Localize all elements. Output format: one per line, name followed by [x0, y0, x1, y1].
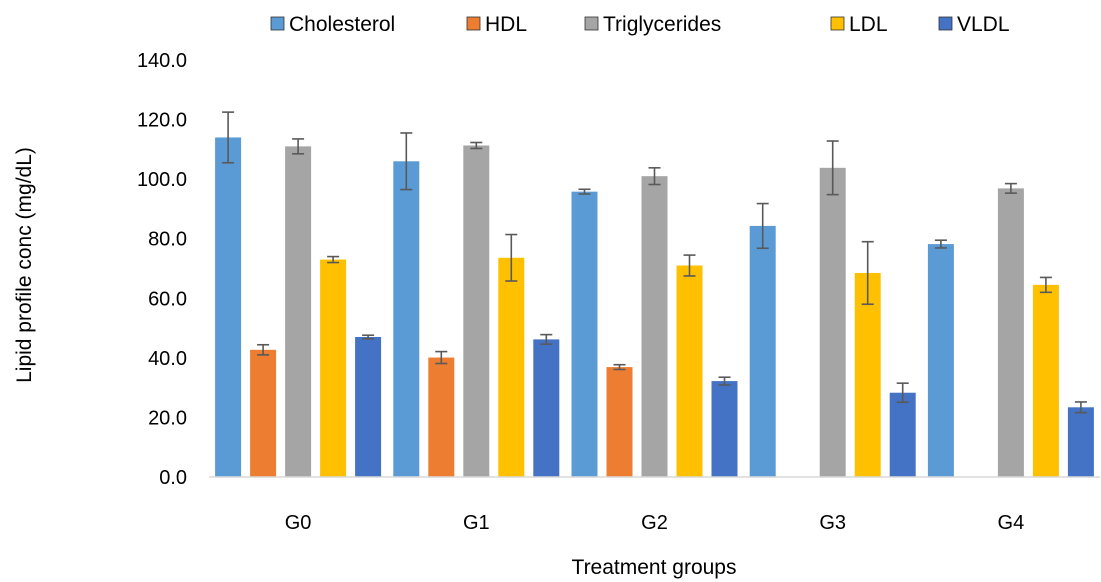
- y-tick-label: 60.0: [148, 288, 187, 310]
- x-axis-ticks: G0 G1 G2 G3 G4: [285, 512, 1024, 534]
- bar-ldl-g3: [854, 272, 881, 477]
- bar-cholesterol-g0: [215, 137, 242, 477]
- legend-item-triglycerides: Triglycerides: [584, 13, 721, 36]
- bar-triglycerides-g4: [997, 188, 1024, 477]
- y-axis-ticks: 0.0 20.0 40.0 60.0 80.0 100.0 120.0 140.0: [137, 50, 187, 489]
- error-bar-ldl-g3: [861, 240, 874, 306]
- x-tick-label: G1: [463, 512, 490, 534]
- y-tick-label: 20.0: [148, 407, 187, 429]
- bar-vldl-g3: [889, 392, 916, 477]
- bar-ldl-g4: [1032, 284, 1059, 477]
- error-bar-cholesterol-g3: [756, 202, 769, 250]
- legend-label: Triglycerides: [603, 13, 721, 36]
- bar-vldl-g0: [355, 337, 382, 477]
- bar-triglycerides-g0: [285, 146, 312, 477]
- legend-label: Cholesterol: [289, 13, 395, 36]
- y-tick-label: 100.0: [137, 169, 187, 191]
- legend-label: VLDL: [957, 13, 1010, 36]
- error-bar-triglycerides-g4: [1004, 182, 1017, 194]
- legend-swatch: [270, 16, 285, 31]
- legend-swatch: [466, 16, 481, 31]
- error-bar-triglycerides-g2: [648, 167, 661, 186]
- legend-item-cholesterol: Cholesterol: [270, 13, 395, 36]
- bar-ldl-g0: [320, 259, 347, 477]
- error-bar-triglycerides-g0: [292, 138, 305, 155]
- bar-cholesterol-g3: [749, 225, 776, 477]
- bar-hdl-g1: [428, 357, 455, 477]
- legend-item-vldl: VLDL: [938, 13, 1010, 36]
- error-bars: [222, 111, 1087, 414]
- error-bar-cholesterol-g1: [400, 132, 413, 191]
- y-tick-label: 80.0: [148, 229, 187, 251]
- error-bar-vldl-g1: [540, 333, 553, 345]
- error-bar-triglycerides-g1: [470, 141, 483, 150]
- x-tick-label: G3: [819, 512, 846, 534]
- bar-vldl-g1: [533, 339, 560, 477]
- x-axis-title: Treatment groups: [572, 556, 737, 579]
- legend-item-ldl: LDL: [830, 13, 888, 36]
- x-tick-label: G4: [998, 512, 1025, 534]
- bar-vldl-g4: [1067, 407, 1094, 477]
- bar-cholesterol-g2: [571, 191, 598, 477]
- bar-cholesterol-g4: [927, 244, 954, 477]
- bar-triglycerides-g3: [819, 167, 846, 477]
- error-bar-ldl-g2: [683, 254, 696, 277]
- error-bar-hdl-g1: [435, 350, 448, 365]
- y-tick-label: 0.0: [159, 467, 187, 489]
- bar-triglycerides-g1: [463, 145, 490, 478]
- error-bar-triglycerides-g3: [826, 140, 839, 196]
- bar-cholesterol-g1: [393, 161, 420, 477]
- error-bar-hdl-g2: [613, 363, 626, 371]
- bar-hdl-g0: [250, 349, 277, 477]
- legend-item-hdl: HDL: [466, 13, 527, 36]
- error-bar-cholesterol-g0: [222, 111, 235, 164]
- bar-hdl-g2: [606, 367, 633, 477]
- legend-label: HDL: [485, 13, 527, 36]
- x-tick-label: G2: [641, 512, 668, 534]
- legend-swatch: [938, 16, 953, 31]
- bar-ldl-g2: [676, 265, 703, 477]
- y-tick-label: 40.0: [148, 348, 187, 370]
- y-tick-label: 140.0: [137, 50, 187, 72]
- error-bar-ldl-g0: [327, 255, 340, 264]
- bar-ldl-g1: [498, 257, 525, 477]
- y-axis-title: Lipid profile conc (mg/dL): [13, 147, 36, 383]
- legend-swatch: [830, 16, 845, 31]
- error-bar-vldl-g4: [1074, 401, 1087, 414]
- chart-legend: Cholesterol HDL Triglycerides LDL VLDL: [270, 13, 1010, 36]
- error-bar-vldl-g2: [718, 376, 731, 386]
- bar-triglycerides-g2: [641, 176, 668, 477]
- error-bar-ldl-g4: [1039, 276, 1052, 294]
- error-bar-ldl-g1: [505, 233, 518, 282]
- bar-series: [215, 137, 1094, 478]
- legend-swatch: [584, 16, 599, 31]
- bar-vldl-g2: [711, 381, 738, 477]
- x-tick-label: G0: [285, 512, 312, 534]
- error-bar-vldl-g3: [896, 382, 909, 404]
- error-bar-vldl-g0: [362, 334, 375, 340]
- y-tick-label: 120.0: [137, 110, 187, 132]
- error-bar-cholesterol-g2: [578, 188, 591, 195]
- error-bar-cholesterol-g4: [934, 239, 947, 249]
- error-bar-hdl-g0: [257, 343, 270, 356]
- legend-label: LDL: [849, 13, 888, 36]
